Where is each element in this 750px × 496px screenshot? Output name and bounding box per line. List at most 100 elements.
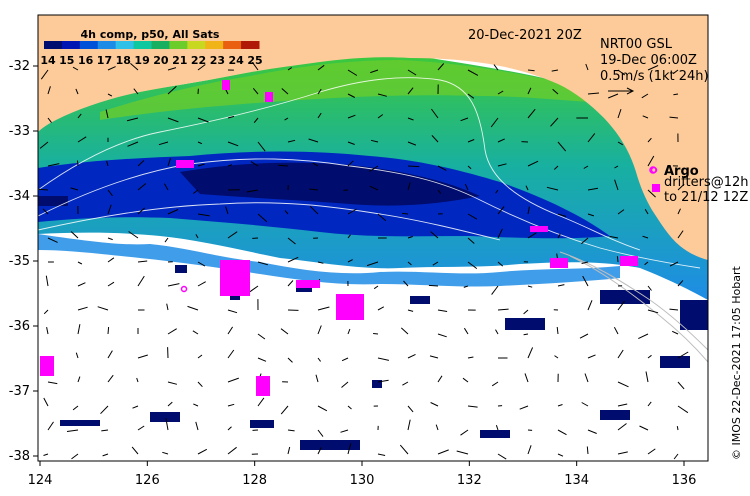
argo-legend-label: Argo (664, 164, 699, 179)
current-vector (341, 381, 349, 388)
colorbar-label: 24 (229, 54, 245, 67)
current-vector (102, 453, 109, 457)
current-vector (609, 235, 619, 239)
current-vector (366, 261, 379, 267)
current-vector (497, 261, 504, 267)
current-vector (227, 446, 237, 455)
current-vector (437, 309, 448, 312)
current-vector (467, 69, 479, 76)
current-vector (463, 285, 469, 288)
current-vector (407, 87, 414, 95)
current-vector (617, 301, 625, 311)
sst-offshore-patches (38, 234, 620, 287)
current-vector (370, 139, 379, 143)
current-vector (47, 86, 51, 95)
current-vector (437, 63, 445, 71)
current-vector (167, 67, 177, 71)
current-vector (581, 402, 589, 407)
colorbar-label: 23 (210, 54, 225, 67)
current-vector (677, 381, 685, 390)
current-vector (587, 300, 593, 311)
current-vector (107, 350, 113, 359)
current-vector (641, 93, 649, 99)
current-vector (167, 209, 179, 215)
current-vector (77, 282, 86, 287)
current-vector (467, 405, 478, 408)
current-vector (673, 93, 679, 96)
current-vector (287, 280, 294, 287)
current-vector (407, 405, 414, 413)
current-vector (197, 163, 205, 167)
current-vector (197, 141, 203, 145)
current-vector (407, 117, 414, 121)
current-vector (407, 236, 413, 239)
current-vector (317, 88, 322, 95)
current-vector (587, 354, 596, 359)
current-vector (497, 453, 507, 460)
current-vector (550, 117, 559, 127)
colorbar-label: 25 (247, 54, 262, 67)
current-vector (617, 403, 628, 407)
current-vector (225, 206, 229, 215)
current-vector (197, 354, 203, 359)
current-vector (647, 309, 659, 314)
current-vector (317, 64, 325, 71)
current-vector (614, 165, 619, 169)
current-vector (227, 115, 235, 119)
current-vector (639, 425, 649, 431)
argo-legend: Argo drifters@12h to 21/12 12Z (649, 164, 749, 205)
current-vector (47, 163, 60, 167)
current-vector (437, 189, 442, 194)
current-vector (642, 115, 649, 119)
current-vector (131, 446, 139, 455)
colorbar-swatch (97, 41, 117, 49)
current-vector (527, 69, 535, 72)
current-vector (317, 325, 322, 335)
current-vector (227, 349, 235, 359)
current-vector (430, 231, 439, 239)
coastal-contours (559, 251, 708, 363)
current-vector (677, 208, 681, 215)
current-vector (585, 63, 589, 71)
current-vector (287, 256, 299, 263)
current-vector (557, 233, 561, 239)
current-vector (669, 308, 679, 311)
current-vector (617, 423, 627, 431)
colorbar-swatch (151, 41, 170, 49)
current-vector (249, 285, 259, 293)
x-tick-label: 134 (564, 473, 589, 488)
current-vector (251, 61, 259, 71)
current-vector (197, 117, 209, 123)
colorbar-swatch (223, 41, 242, 49)
current-vector (608, 93, 619, 99)
current-vector (497, 163, 507, 167)
current-vector (587, 133, 596, 143)
current-vector (250, 161, 259, 167)
current-vector (497, 206, 505, 215)
current-vector (257, 333, 266, 340)
current-vector (137, 354, 148, 359)
current-vector (552, 88, 559, 95)
current-vector (197, 381, 203, 388)
current-vector (167, 85, 177, 95)
current-vector (195, 421, 199, 431)
current-vector (402, 381, 409, 386)
current-vector (467, 139, 475, 143)
current-vector (638, 333, 649, 340)
current-vector (495, 425, 499, 431)
current-vector (377, 213, 387, 222)
current-vector (463, 327, 469, 335)
current-vector (137, 275, 145, 287)
current-vector (347, 259, 353, 263)
current-vector (587, 213, 595, 217)
current-vector (137, 207, 146, 215)
current-vector (584, 373, 589, 383)
current-vector (197, 64, 206, 71)
current-vector (165, 418, 169, 431)
current-vector (43, 397, 49, 407)
current-vector (467, 165, 472, 170)
current-vector (43, 309, 49, 315)
current-vector (677, 230, 684, 239)
current-vector (493, 64, 499, 71)
